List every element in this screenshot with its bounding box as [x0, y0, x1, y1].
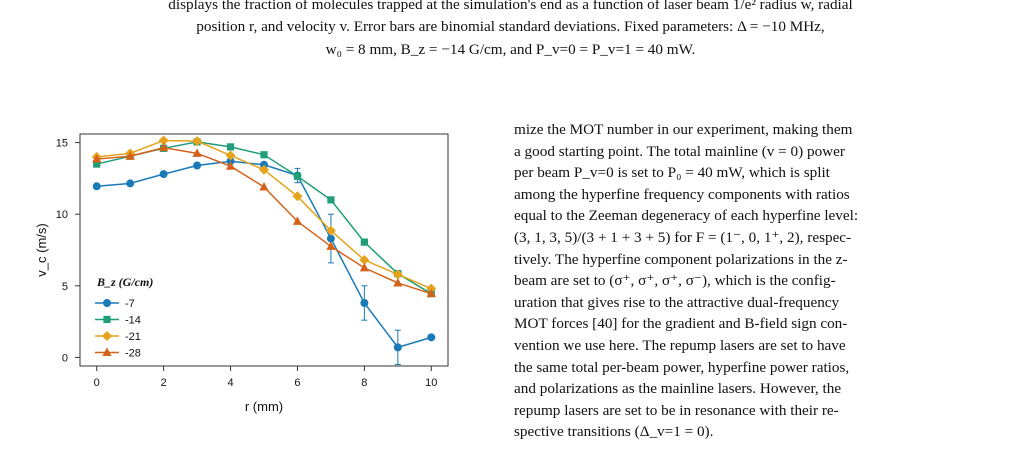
plot-frame	[79, 133, 449, 367]
legend-label: -14	[125, 315, 141, 327]
data-point	[158, 135, 169, 146]
y-tick-label: 15	[56, 138, 68, 150]
data-point	[260, 151, 268, 159]
body-text-line: (3, 1, 3, 5)/(3 + 1 + 3 + 5) for F = (1⁻…	[514, 229, 852, 246]
data-point	[159, 170, 168, 179]
caption-line-2: position r, and velocity v. Error bars a…	[196, 18, 825, 35]
body-text-line: repump lasers are set to be in resonance…	[514, 401, 839, 419]
vc-vs-r-chart: 0 2 4 6 8 10 0 5 10 15 r (mm) v_c (m/s) B_z (G/cm) -7…	[34, 133, 449, 414]
data-point	[326, 234, 335, 243]
y-axis-label: v_c (m/s)	[34, 223, 49, 276]
data-point	[426, 288, 436, 298]
legend-marker	[102, 347, 112, 356]
data-point	[193, 161, 202, 170]
body-text-line: equal to the Zeeman degeneracy of each h…	[514, 207, 859, 225]
data-point	[125, 151, 135, 160]
body-text-line: per beam P_v=0 is set to P₀ = 40 mW, whi…	[514, 164, 830, 182]
legend-label: -21	[125, 331, 141, 343]
data-point	[260, 160, 268, 169]
data-point	[226, 157, 235, 166]
data-point	[326, 241, 336, 250]
legend-title: B_z (G/cm)	[96, 275, 153, 289]
data-point	[92, 154, 102, 163]
x-tick-label: 2	[161, 377, 167, 389]
data-point	[226, 143, 235, 151]
x-tick-label: 0	[94, 377, 100, 389]
legend-marker	[103, 315, 111, 324]
data-point	[393, 277, 403, 287]
data-point	[360, 238, 368, 246]
body-text-line: beam are set to (σ⁺, σ⁺, σ⁺, σ⁻), which …	[514, 272, 836, 290]
caption-line-1: displays the fraction of molecules trapp…	[168, 0, 853, 13]
y-tick-label: 0	[62, 352, 68, 364]
data-point	[292, 191, 303, 202]
legend-label: -7	[125, 298, 135, 310]
data-point	[192, 148, 202, 157]
body-text-line: MOT forces [40] for the gradient and B-f…	[514, 315, 848, 333]
body-text-line: the same total per-beam power, hyperfine…	[514, 358, 850, 376]
data-point	[126, 179, 135, 188]
data-point	[359, 262, 369, 272]
x-tick-label: 8	[361, 377, 367, 389]
body-text-line: and polarizations as the mainline lasers…	[514, 380, 842, 398]
x-tick-label: 4	[227, 377, 233, 389]
data-point	[359, 255, 370, 266]
legend-marker	[103, 299, 111, 307]
data-point	[159, 142, 169, 152]
body-text-line: mize the MOT number in our experiment, m…	[514, 121, 853, 138]
data-point	[225, 150, 236, 161]
legend-marker	[102, 331, 112, 341]
data-point	[192, 136, 203, 147]
data-point	[225, 161, 236, 170]
body-text-line: a good starting point. The total mainlin…	[514, 142, 845, 160]
body-text-line: vention we use here. The repump lasers a…	[514, 337, 846, 354]
data-point	[426, 283, 437, 294]
data-point	[92, 182, 101, 191]
data-point	[327, 196, 335, 204]
data-point	[259, 181, 269, 191]
data-point	[325, 225, 336, 236]
x-tick-label: 10	[425, 377, 437, 389]
data-point	[360, 298, 369, 307]
body-text-line: spective transitions (Δ_v=1 = 0).	[514, 423, 714, 441]
body-text-line: tively. The hyperfine component polariza…	[514, 250, 848, 268]
data-point	[259, 164, 269, 175]
y-tick-label: 5	[62, 281, 68, 293]
body-text-line: uration that gives rise to the attractiv…	[514, 293, 840, 311]
data-point	[392, 269, 403, 280]
body-text-line: among the hyperfine frequency components…	[514, 185, 850, 203]
data-point	[393, 343, 402, 352]
page-cut-mask	[514, 440, 981, 459]
data-point	[93, 160, 101, 168]
x-axis-label: r (mm)	[245, 399, 283, 414]
legend-label: -28	[125, 348, 141, 360]
data-point	[293, 172, 302, 180]
data-point	[427, 333, 436, 342]
caption-line-3: w₀ = 8 mm, B_z = −14 G/cm, and P_v=0 = P…	[325, 41, 696, 58]
x-tick-label: 6	[294, 377, 300, 389]
y-tick-label: 10	[56, 209, 68, 221]
data-point	[292, 216, 303, 225]
